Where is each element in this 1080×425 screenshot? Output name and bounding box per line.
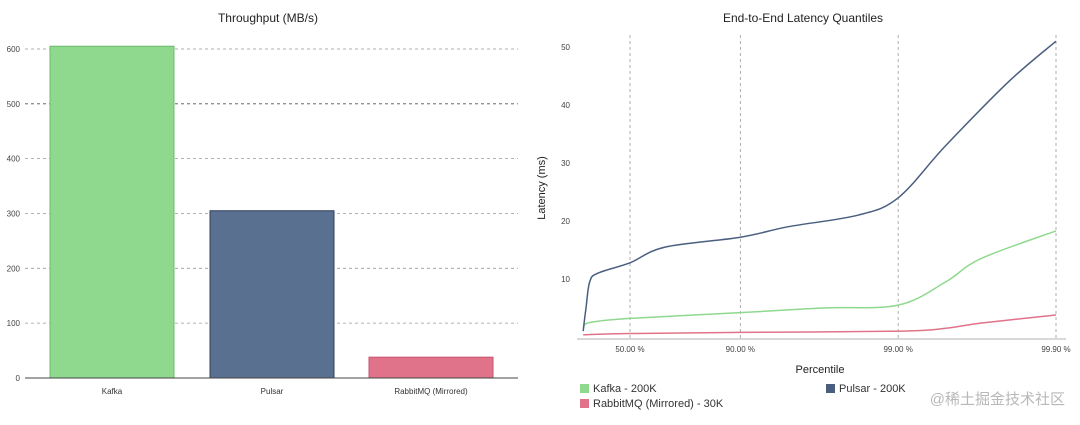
throughput-y-tick-label: 300 — [7, 209, 21, 218]
throughput-bar-kafka — [49, 45, 175, 379]
latency-series-line-2 — [583, 314, 1057, 336]
throughput-category-label: RabbitMQ (Mirrored) — [394, 387, 468, 396]
throughput-category-label: Kafka — [102, 387, 123, 396]
throughput-chart-title: Throughput (MB/s) — [218, 11, 318, 25]
throughput-y-tick-label: 500 — [7, 100, 21, 109]
latency-y-tick-label: 20 — [561, 217, 570, 226]
latency-x-axis-label: Percentile — [796, 364, 845, 376]
legend-swatch — [580, 399, 589, 408]
throughput-bars — [49, 45, 494, 379]
latency-grid — [629, 35, 1057, 339]
latency-line-chart: End-to-End Latency Quantiles 1020304050 … — [536, 11, 1071, 410]
throughput-y-tick-label: 200 — [7, 264, 21, 273]
legend-swatch — [826, 384, 835, 393]
latency-x-tick-label: 99.00 % — [883, 345, 912, 354]
throughput-bar-rabbitmq-mirrored — [368, 356, 494, 379]
throughput-y-tick-label: 100 — [7, 319, 21, 328]
throughput-y-tick-label: 600 — [7, 45, 21, 54]
legend-label: Pulsar - 200K — [839, 383, 906, 395]
latency-y-tick-label: 10 — [561, 275, 570, 284]
latency-y-tick-label: 40 — [561, 101, 570, 110]
throughput-y-tick-label: 400 — [7, 155, 21, 164]
latency-series — [582, 40, 1057, 336]
latency-x-ticks: 50.00 % 90.00 % 99.00 % 99.90 % — [615, 345, 1070, 354]
latency-y-tick-label: 30 — [561, 159, 570, 168]
throughput-y-ticks: 0 100 200 300 400 500 600 — [7, 45, 21, 383]
latency-x-tick-label: 90.00 % — [726, 345, 755, 354]
latency-series-line-0 — [582, 230, 1057, 329]
throughput-category-labels: Kafka Pulsar RabbitMQ (Mirrored) — [102, 387, 468, 396]
watermark: @稀土掘金技术社区 — [930, 391, 1065, 408]
latency-chart-title: End-to-End Latency Quantiles — [723, 11, 883, 25]
legend-label: RabbitMQ (Mirrored) - 30K — [593, 398, 724, 410]
throughput-y-tick-label: 0 — [16, 374, 21, 383]
latency-series-line-1 — [582, 40, 1057, 332]
latency-y-tick-label: 50 — [561, 43, 570, 52]
latency-legend: Kafka - 200K Pulsar - 200K RabbitMQ (Mirro… — [580, 383, 906, 410]
throughput-bar-chart: Throughput (MB/s) 0 100 200 300 400 500 600 Ka… — [7, 11, 518, 396]
legend-label: Kafka - 200K — [593, 383, 657, 395]
throughput-bar-pulsar — [209, 210, 335, 379]
latency-x-tick-label: 99.90 % — [1041, 345, 1070, 354]
latency-y-ticks: 10 20 30 40 50 — [561, 43, 570, 284]
latency-x-tick-label: 50.00 % — [615, 345, 644, 354]
throughput-category-label: Pulsar — [261, 387, 284, 396]
latency-y-axis-label: Latency (ms) — [536, 156, 548, 220]
legend-swatch — [580, 384, 589, 393]
